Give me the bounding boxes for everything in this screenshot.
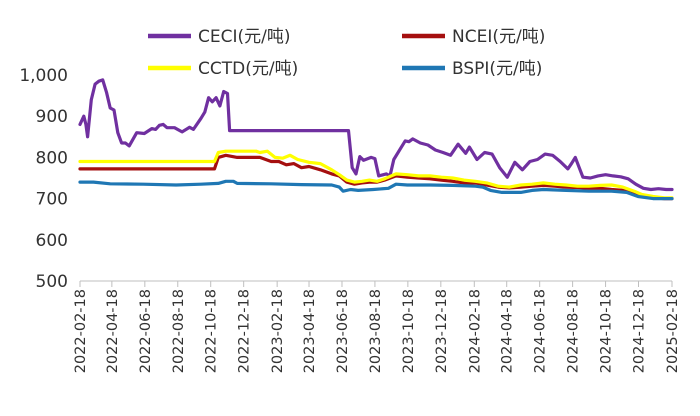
x-tick-label: 2025-02-18 bbox=[665, 289, 681, 373]
legend-label-ncei: NCEI(元/吨) bbox=[452, 27, 545, 47]
series-line-cctd bbox=[78, 149, 674, 200]
x-tick-label: 2024-04-18 bbox=[500, 289, 516, 373]
legend-label-cctd: CCTD(元/吨) bbox=[198, 59, 298, 79]
y-axis: 500 600 700 800 900 1,000 bbox=[19, 66, 68, 292]
x-tick-label: 2024-02-18 bbox=[467, 289, 483, 373]
x-axis: 2022-02-18 2022-04-18 2022-06-18 2022-08-18… bbox=[73, 280, 681, 373]
y-tick-label: 900 bbox=[36, 107, 68, 127]
y-tick-label: 1,000 bbox=[19, 66, 68, 86]
x-tick-label: 2024-08-18 bbox=[566, 289, 582, 373]
x-tick-label: 2022-02-18 bbox=[73, 289, 89, 373]
x-tick-label: 2023-04-18 bbox=[302, 289, 318, 373]
x-tick-label: 2023-12-18 bbox=[434, 289, 450, 373]
x-tick-label: 2023-08-18 bbox=[368, 289, 384, 373]
x-tick-label: 2022-12-18 bbox=[237, 289, 253, 373]
series-line-ncei bbox=[78, 153, 674, 201]
x-tick-label: 2022-06-18 bbox=[138, 289, 154, 373]
plot-area bbox=[78, 78, 674, 201]
x-tick-label: 2022-10-18 bbox=[204, 289, 220, 373]
x-tick-label: 2022-04-18 bbox=[105, 289, 121, 373]
legend-label-bspi: BSPI(元/吨) bbox=[452, 59, 542, 79]
x-tick-label: 2023-02-18 bbox=[270, 289, 286, 373]
y-tick-label: 600 bbox=[36, 231, 68, 251]
y-tick-label: 500 bbox=[36, 272, 68, 292]
y-tick-label: 700 bbox=[36, 190, 68, 210]
chart-legend: CECI(元/吨) NCEI(元/吨) CCTD(元/吨) BSPI(元/吨) bbox=[148, 27, 545, 79]
series-line-ceci bbox=[78, 78, 674, 192]
x-tick-label: 2022-08-18 bbox=[171, 289, 187, 373]
x-tick-label: 2024-10-18 bbox=[599, 289, 615, 373]
legend-label-ceci: CECI(元/吨) bbox=[198, 27, 291, 47]
x-tick-label: 2023-06-18 bbox=[335, 289, 351, 373]
y-tick-label: 800 bbox=[36, 148, 68, 168]
x-tick-label: 2024-06-18 bbox=[533, 289, 549, 373]
x-tick-label: 2023-10-18 bbox=[401, 289, 417, 373]
series-line-bspi bbox=[78, 179, 674, 201]
x-tick-label: 2024-12-18 bbox=[632, 289, 648, 373]
